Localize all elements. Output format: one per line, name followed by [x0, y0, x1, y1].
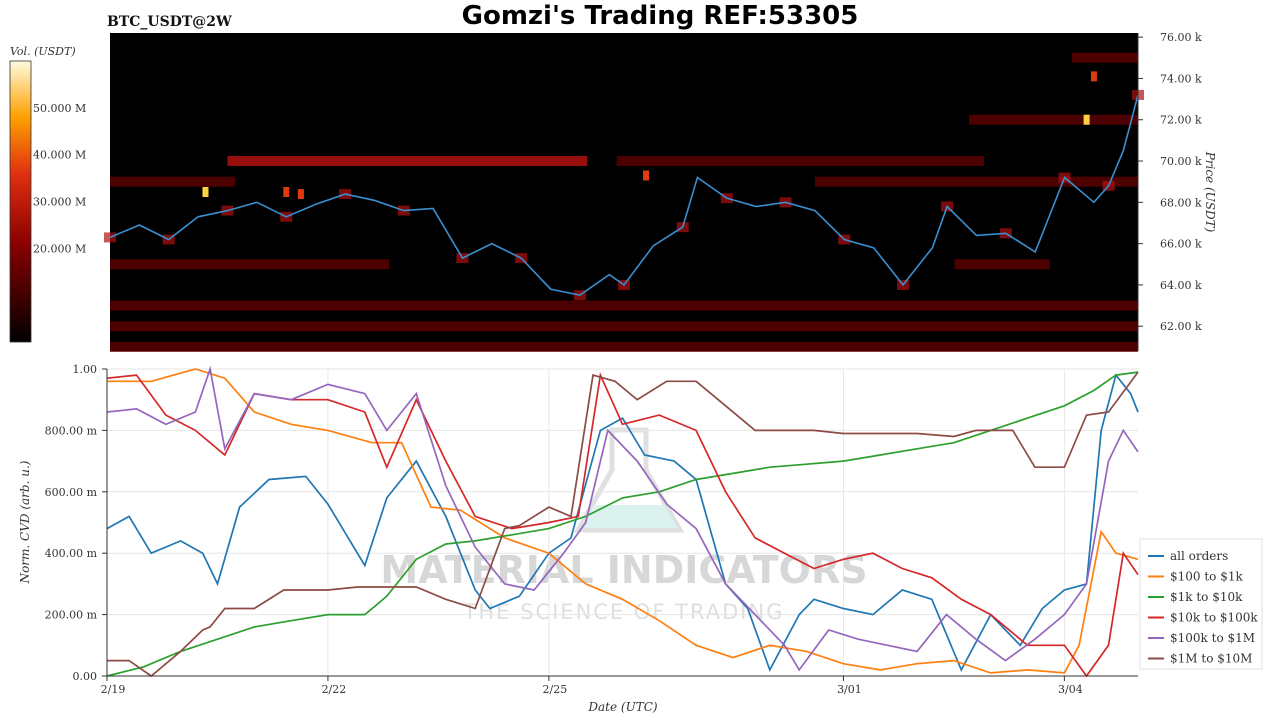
price-tick-label: 70.00 k [1160, 155, 1202, 168]
heat-band-10 [1071, 52, 1138, 63]
colorbar-tick-label: 20.000 M [33, 242, 86, 255]
y-tick-label: 200.00 m [45, 609, 98, 622]
watermark-brand: MATERIAL INDICATORS [380, 548, 867, 592]
watermark: MATERIAL INDICATORS THE SCIENCE OF TRADI… [380, 427, 868, 624]
heat-band-0 [227, 156, 588, 167]
x-tick-label: 2/25 [543, 683, 568, 696]
y-tick-label: 800.00 m [45, 424, 98, 437]
x-axis-label: Date (UTC) [587, 700, 657, 714]
heat-hotspot-2 [297, 189, 304, 200]
heat-hotspot-4 [1090, 71, 1097, 82]
y-tick-label: 400.00 m [45, 547, 98, 560]
heat-band-4 [969, 114, 1138, 125]
x-tick-label: 2/22 [322, 683, 347, 696]
heat-band-2 [110, 176, 235, 187]
legend-box [1139, 538, 1263, 670]
heat-band-9 [110, 341, 1138, 352]
heat-cell-0 [104, 232, 116, 243]
flask-liquid-icon [582, 505, 678, 528]
y-tick-label: 0.00 [73, 670, 98, 683]
heat-band-8 [110, 321, 1138, 332]
legend-label-4: $100k to $1M [1170, 631, 1255, 645]
price-axis-label: Price (USDT) [1203, 151, 1217, 233]
price-line [109, 94, 1139, 297]
price-tick-label: 72.00 k [1160, 114, 1202, 127]
colorbar-tick-label: 40.000 M [33, 149, 86, 162]
price-tick-label: 76.00 k [1160, 31, 1202, 44]
heatmap-background [110, 33, 1138, 351]
price-tick-label: 66.00 k [1160, 238, 1202, 251]
legend-label-5: $1M to $10M [1170, 652, 1252, 666]
heat-band-7 [110, 300, 1138, 311]
colorbar-tick-label: 30.000 M [33, 196, 86, 209]
heat-band-3 [814, 176, 1138, 187]
series-line-5 [107, 371, 1139, 678]
symbol-label: BTC_USDT@2W [107, 14, 232, 30]
price-tick-label: 62.00 k [1160, 320, 1202, 333]
heat-hotspot-1 [283, 187, 290, 197]
heat-band-6 [954, 259, 1050, 270]
price-tick-label: 68.00 k [1160, 196, 1202, 209]
series-line-1 [107, 368, 1139, 674]
heat-hotspot-0 [202, 187, 209, 197]
heatmap-panel: 62.00 k 64.00 k 66.00 k 68.00 k 70.00 k 72.00… [9, 31, 1217, 352]
price-tick-label: 74.00 k [1160, 72, 1202, 85]
legend-label-2: $1k to $10k [1170, 590, 1243, 604]
legend-label-3: $10k to $100k [1170, 611, 1258, 625]
series-line-4 [106, 365, 1139, 672]
price-line-layer [109, 94, 1139, 297]
y-tick-label: 1.00 [73, 363, 98, 376]
legend-label-0: all orders [1170, 549, 1228, 563]
cvd-axes: 0.00 200.00 m 400.00 m 600.00 m 800.00 m 1.00… [45, 363, 1138, 696]
y-axis-label: Norm. CVD (arb. u.) [18, 460, 32, 584]
x-tick-label: 2/19 [101, 683, 126, 696]
colorbar-tick-label: 50.000 M [33, 102, 86, 115]
chart-title: Gomzi's Trading REF:53305 [462, 1, 859, 31]
heat-band-1 [616, 156, 984, 167]
cvd-series-layer [106, 365, 1139, 678]
watermark-tagline: THE SCIENCE OF TRADING [463, 600, 785, 624]
price-tick-label: 64.00 k [1160, 279, 1202, 292]
heat-hotspot-5 [643, 170, 650, 181]
x-tick-label: 3/01 [837, 683, 862, 696]
series-line-0 [106, 373, 1139, 672]
colorbar [9, 60, 32, 343]
price-axis: 62.00 k 64.00 k 66.00 k 68.00 k 70.00 k 72.00… [1137, 31, 1202, 351]
x-tick-label: 3/04 [1058, 683, 1083, 696]
heat-band-5 [110, 259, 390, 270]
colorbar-ticks: 20.000 M 30.000 M 40.000 M 50.000 M [33, 102, 86, 255]
y-tick-label: 600.00 m [45, 486, 98, 499]
legend: all orders $100 to $1k $1k to $10k $10k to … [1139, 538, 1263, 670]
cvd-panel: 0.00 200.00 m 400.00 m 600.00 m 800.00 m 1.00… [18, 363, 1263, 714]
heat-hotspot-3 [1083, 114, 1090, 125]
legend-label-1: $100 to $1k [1170, 570, 1243, 584]
colorbar-label: Vol. (USDT) [10, 45, 76, 58]
